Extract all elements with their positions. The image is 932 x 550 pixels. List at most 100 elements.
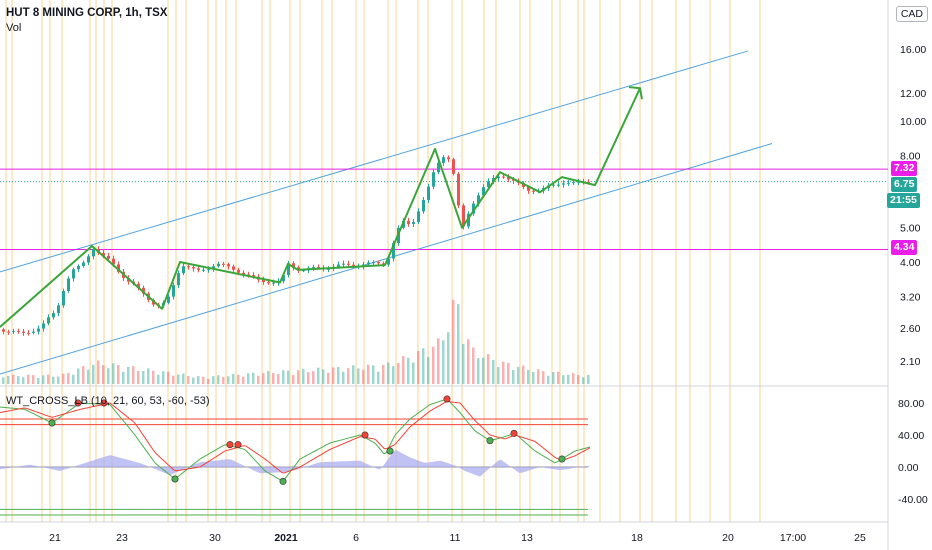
time-tick-label: 25 <box>854 532 866 544</box>
candle-body <box>292 263 295 268</box>
volume-bar <box>12 374 15 384</box>
volume-bar <box>357 368 360 384</box>
volume-bar <box>537 369 540 384</box>
grid-lines <box>0 0 889 550</box>
volume-bar <box>67 373 70 384</box>
candle-body <box>217 263 220 267</box>
wt-cross-dot <box>361 431 369 439</box>
price-tick-label: 5.00 <box>900 223 921 235</box>
candle-body <box>552 184 555 186</box>
candle-body <box>12 331 15 333</box>
pattern-zigzag <box>0 86 643 328</box>
candle-body <box>477 195 480 204</box>
candle-body <box>572 182 575 184</box>
volume-bar <box>232 373 235 384</box>
volume-bar <box>202 376 205 384</box>
volume-bar <box>277 374 280 384</box>
time-tick-label: 18 <box>631 532 643 544</box>
price-tick-label: 3.20 <box>900 291 921 303</box>
volume-bar <box>362 369 365 384</box>
volume-bar <box>372 365 375 384</box>
candle-body <box>232 266 235 270</box>
candle-body <box>47 317 50 324</box>
volume-bar <box>452 299 455 384</box>
volume-bar <box>437 338 440 384</box>
volume-bar <box>82 366 85 384</box>
candle-body <box>77 265 80 270</box>
candle-body <box>327 268 330 270</box>
candle-body <box>227 264 230 267</box>
candle-body <box>587 181 590 183</box>
candle-body <box>2 329 5 332</box>
volume-bar <box>432 346 435 384</box>
time-tick-label: 6 <box>353 532 359 544</box>
pattern-arrowhead <box>628 86 643 100</box>
volume-bar <box>127 366 130 384</box>
volume-bar <box>157 374 160 384</box>
wt-cross-dot <box>74 399 82 407</box>
candle-body <box>62 290 65 306</box>
session-stripes <box>5 0 761 522</box>
volume-bar <box>347 368 350 384</box>
volume-bar <box>327 372 330 384</box>
candle-body <box>197 268 200 270</box>
volume-bar <box>212 376 215 384</box>
candle-body <box>432 172 435 187</box>
countdown-label: 21:55 <box>887 193 920 208</box>
candle-body <box>267 281 270 284</box>
volume-bar <box>317 367 320 384</box>
volume-bar <box>522 365 525 384</box>
volume-bar <box>412 362 415 384</box>
candle-body <box>447 157 450 160</box>
volume-bar <box>42 375 45 384</box>
wt-cross-dot <box>48 419 56 427</box>
candle-body <box>427 186 430 200</box>
candle-body <box>412 222 415 224</box>
indicator-tick-label: 80.00 <box>898 398 924 410</box>
indicator-tick-label: 0.00 <box>898 462 919 474</box>
volume-bar <box>187 376 190 384</box>
candle-body <box>577 181 580 183</box>
volume-bar <box>92 364 95 384</box>
candle-body <box>112 258 115 265</box>
wt-diff-area <box>0 449 590 477</box>
candle-body <box>567 183 570 185</box>
resistance-price-label: 7.32 <box>891 161 918 176</box>
volume-bar <box>477 358 480 384</box>
volume-bar <box>492 360 495 384</box>
channel-lines <box>0 50 773 375</box>
chart-title: HUT 8 MINING CORP, 1h, TSX <box>6 7 168 19</box>
time-tick-label: 13 <box>521 532 533 544</box>
wt-cross-dot <box>510 429 518 437</box>
volume-bar <box>337 366 340 384</box>
volume-bar <box>457 304 460 384</box>
volume-bar <box>427 356 430 384</box>
candle-body <box>187 266 190 268</box>
candle-body <box>512 179 515 181</box>
volume-bar <box>422 348 425 384</box>
volume-bar <box>147 368 150 384</box>
volume-bar <box>567 374 570 384</box>
volume-bar <box>222 376 225 384</box>
candle-body <box>372 262 375 264</box>
time-tick-label: 23 <box>116 532 128 544</box>
candle-body <box>462 205 465 227</box>
volume-bar <box>557 371 560 384</box>
candle-body <box>207 268 210 270</box>
currency-button[interactable]: CAD <box>895 6 928 22</box>
price-tick-label: 2.60 <box>900 323 921 335</box>
candle-body <box>102 252 105 256</box>
volume-bar <box>37 378 40 384</box>
candle-body <box>82 262 85 266</box>
candle-body <box>452 159 455 174</box>
channel-upper-line <box>0 50 749 273</box>
candle-body <box>87 256 90 263</box>
candle-body <box>272 282 275 284</box>
volume-bar <box>32 375 35 384</box>
indicator-tick-label: -40.00 <box>898 494 928 506</box>
candle-body <box>67 278 70 291</box>
pattern-line <box>0 87 641 328</box>
wt-cross-dot <box>171 475 179 483</box>
candle-body <box>417 211 420 223</box>
volume-bar <box>2 377 5 384</box>
